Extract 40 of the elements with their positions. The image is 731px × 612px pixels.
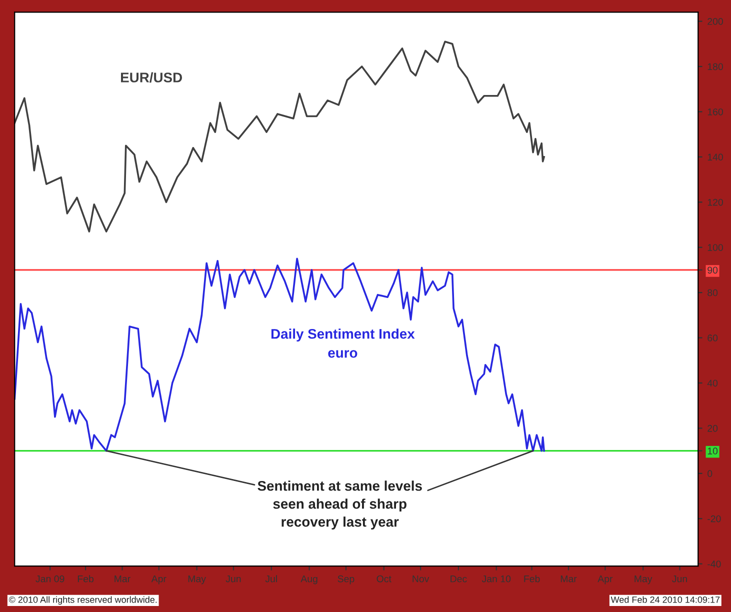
series-label: Daily Sentiment Index euro xyxy=(271,328,415,358)
y-tick-label: 90 xyxy=(708,266,718,274)
line-series xyxy=(14,40,545,232)
x-tick-label: Apr xyxy=(598,575,613,584)
x-tick-label: Jul xyxy=(265,575,277,582)
y-tick-label: 140 xyxy=(708,154,723,161)
y-tick-label: 60 xyxy=(708,334,718,342)
x-tick-label: Dec xyxy=(450,575,467,582)
y-tick-label: 10 xyxy=(708,448,718,454)
x-tick-label: Apr xyxy=(151,575,166,584)
x-tick-label: Jun xyxy=(672,575,687,582)
x-tick-label: May xyxy=(634,575,652,584)
x-tick-label: Feb xyxy=(524,575,540,582)
x-tick-label: Jan 09 xyxy=(36,575,64,582)
y-tick-label: -40 xyxy=(708,560,721,568)
y-tick-label: -20 xyxy=(708,515,721,522)
x-tick-label: Jun xyxy=(226,575,241,582)
x-tick-label: Sep xyxy=(338,575,354,584)
y-tick-label: 120 xyxy=(708,198,723,206)
y-tick-label: 0 xyxy=(708,470,712,478)
y-tick-label: 100 xyxy=(708,244,723,251)
x-tick-label: Aug xyxy=(300,575,318,584)
y-tick-label: 180 xyxy=(708,63,723,70)
x-tick-label: May xyxy=(188,575,206,584)
x-tick-label: Mar xyxy=(560,575,577,582)
y-tick-label: 80 xyxy=(708,289,718,296)
text: Wed Feb 24 2010 14:09:17 xyxy=(610,596,720,603)
x-tick-label: Oct xyxy=(376,575,392,582)
text: © 2010 All rights reserved worldwide. xyxy=(8,596,157,605)
annotation: Sentiment at same levels seen ahead of sharp recovery last year xyxy=(258,480,422,530)
x-tick-label: Mar xyxy=(114,575,130,582)
y-tick-label: 20 xyxy=(708,424,718,432)
x-tick-label: Jan 10 xyxy=(482,575,511,582)
y-tick-label: 200 xyxy=(708,18,723,25)
text: EUR/USD xyxy=(120,72,182,83)
x-tick-label: Feb xyxy=(78,575,94,582)
y-tick-label: 160 xyxy=(708,108,723,116)
x-tick-label: Nov xyxy=(412,575,430,582)
line-series xyxy=(14,258,545,452)
y-tick-label: 40 xyxy=(707,380,718,387)
